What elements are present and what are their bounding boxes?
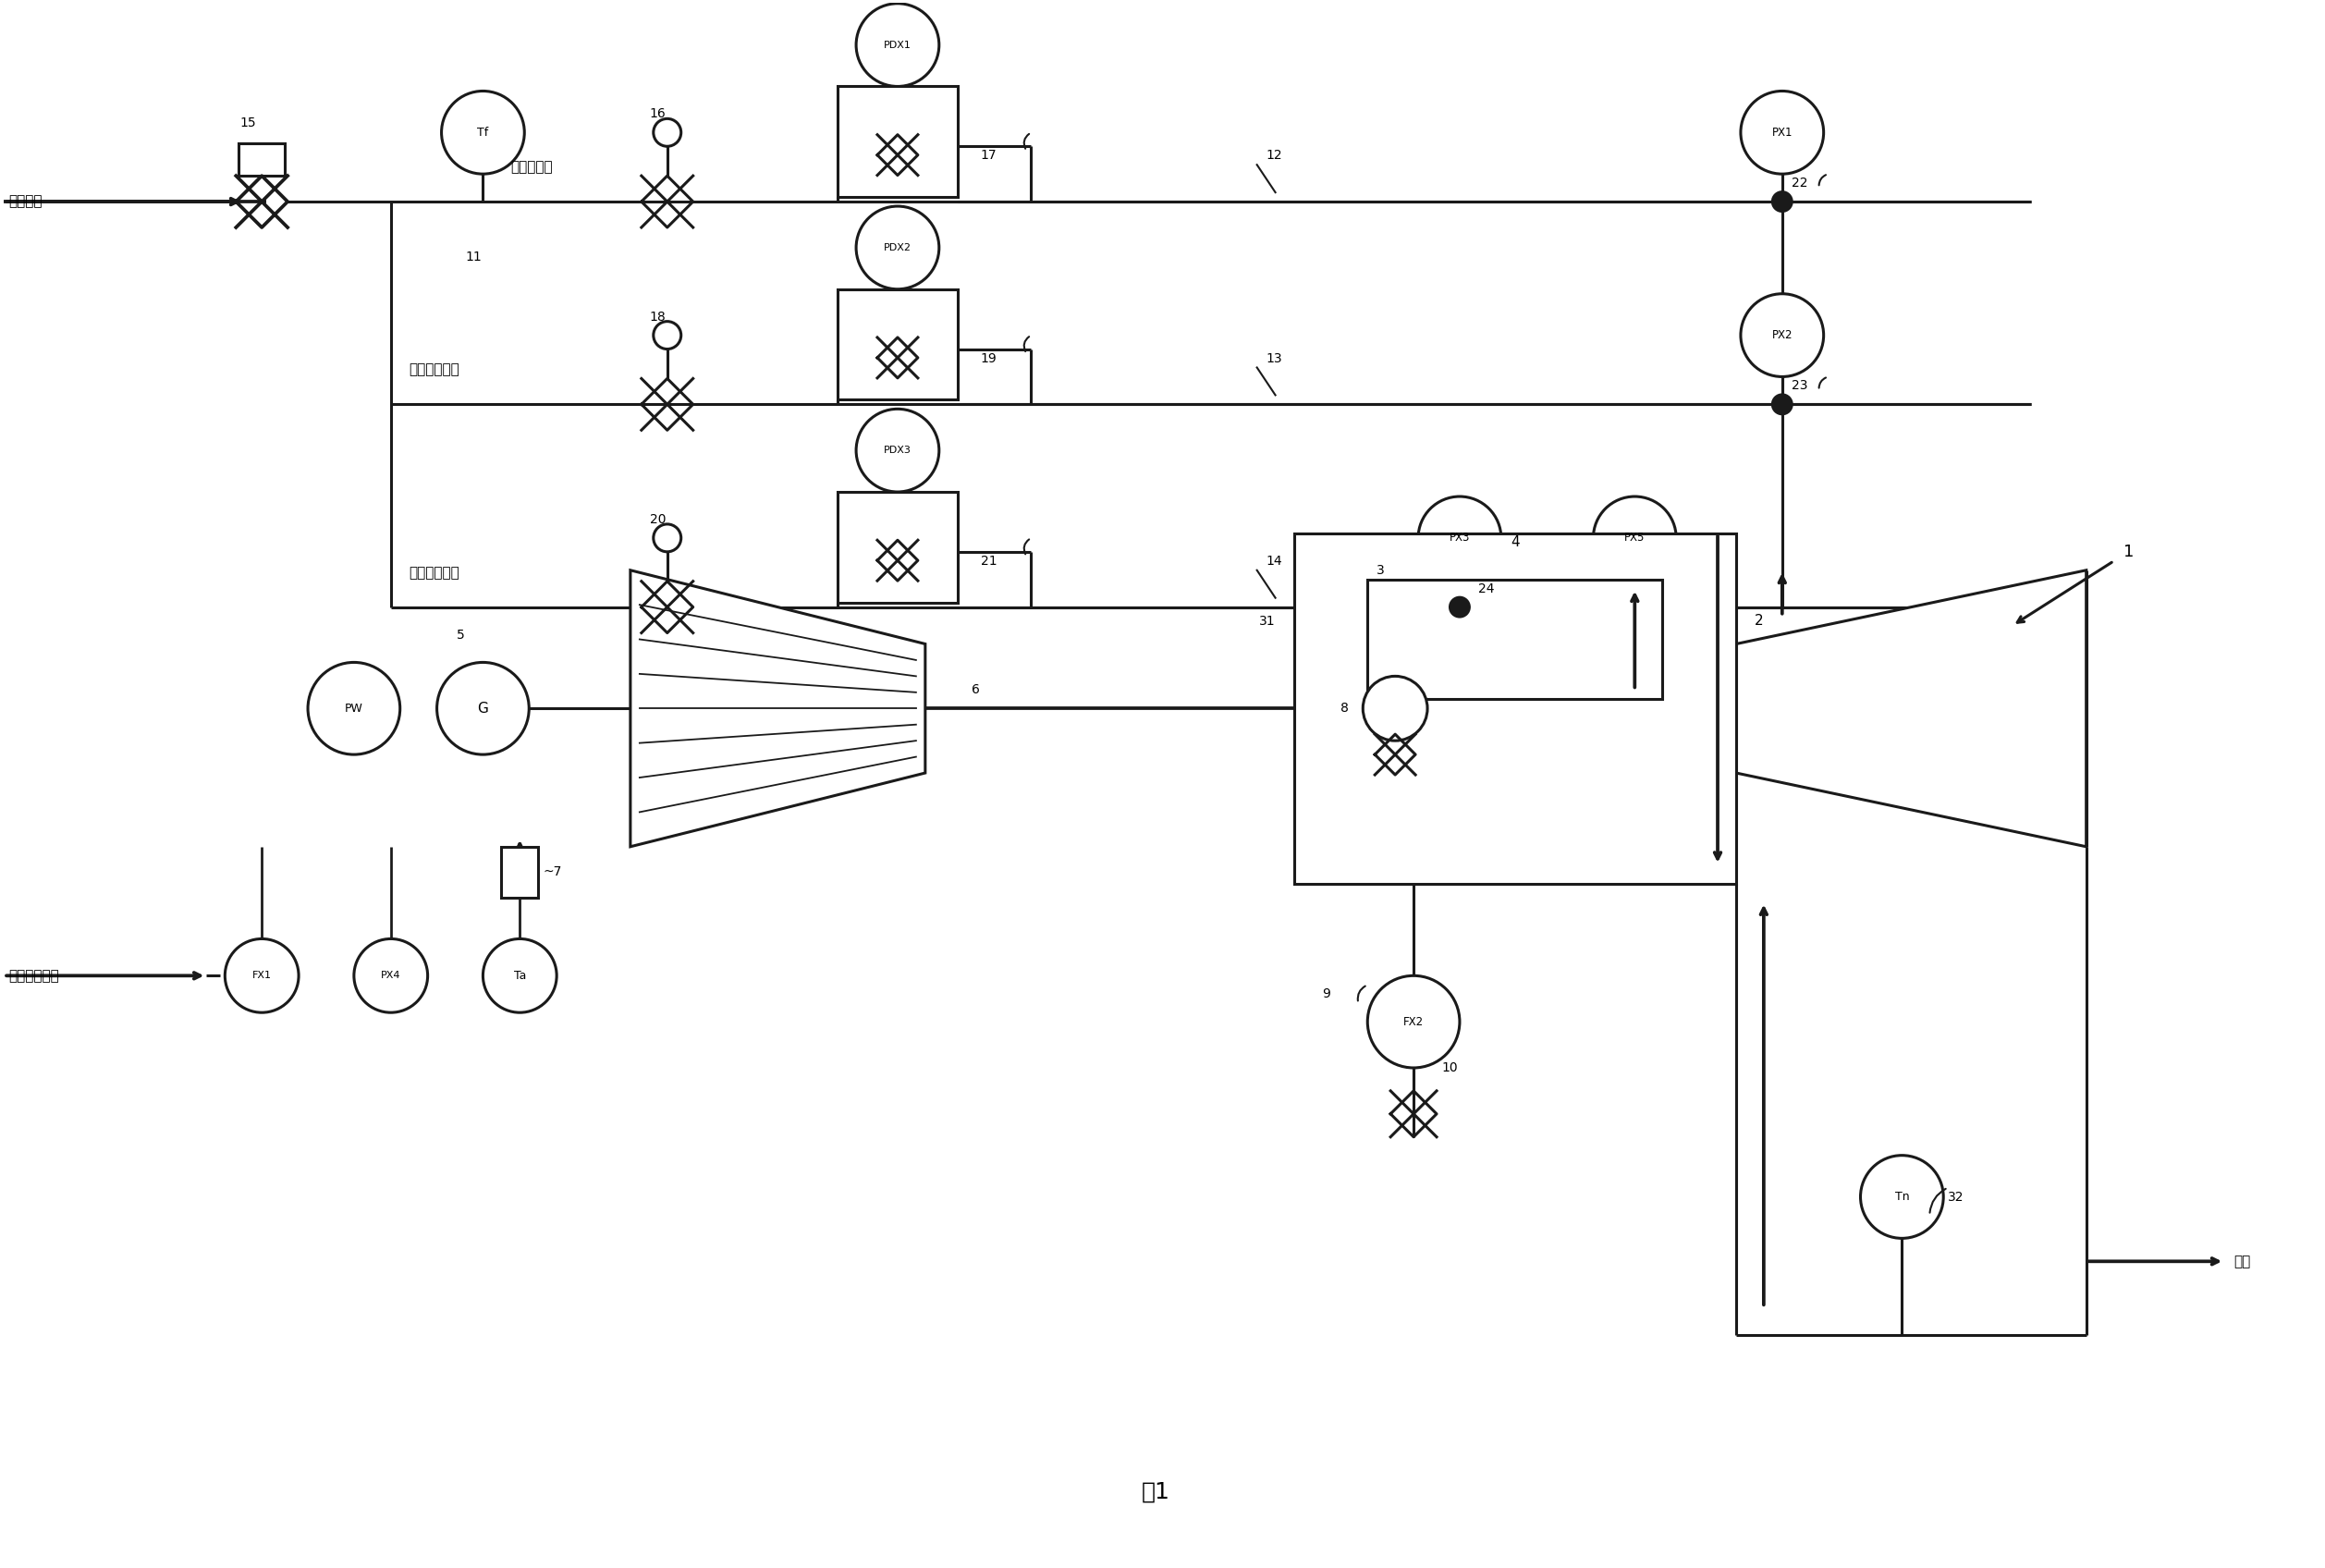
Text: PDX3: PDX3 — [884, 445, 911, 455]
Text: PX4: PX4 — [381, 971, 400, 980]
Circle shape — [856, 409, 939, 492]
Bar — [1367, 580, 1662, 699]
Bar — [837, 86, 958, 198]
Circle shape — [484, 939, 556, 1013]
Circle shape — [653, 524, 681, 552]
Text: 9: 9 — [1323, 988, 1330, 1000]
Text: 19: 19 — [981, 351, 997, 365]
Circle shape — [307, 662, 400, 754]
Polygon shape — [1737, 571, 2086, 847]
Text: PX5: PX5 — [1625, 532, 1646, 544]
Bar — [239, 144, 286, 176]
Text: Tn: Tn — [1895, 1190, 1909, 1203]
Circle shape — [1448, 596, 1472, 618]
Circle shape — [856, 3, 939, 86]
Text: 5: 5 — [456, 629, 465, 641]
Circle shape — [1772, 394, 1793, 416]
Circle shape — [437, 662, 530, 754]
Bar — [502, 847, 537, 897]
Circle shape — [442, 91, 525, 174]
Text: 顶环燃料气体: 顶环燃料气体 — [409, 566, 460, 580]
Text: 14: 14 — [1267, 555, 1283, 568]
Text: 排气: 排气 — [2234, 1254, 2251, 1269]
Text: 3: 3 — [1376, 564, 1386, 577]
Text: 引燃燃料气体: 引燃燃料气体 — [409, 362, 460, 376]
Text: PX3: PX3 — [1448, 532, 1469, 544]
Text: 31: 31 — [1260, 615, 1276, 627]
Text: 10: 10 — [1442, 1062, 1458, 1074]
Circle shape — [1772, 191, 1793, 213]
Text: FX1: FX1 — [251, 971, 272, 980]
Text: 燃料气体: 燃料气体 — [9, 194, 42, 209]
Text: FX2: FX2 — [1404, 1016, 1423, 1027]
Bar — [837, 289, 958, 400]
Text: 13: 13 — [1267, 351, 1283, 365]
Text: ~7: ~7 — [542, 866, 563, 878]
Text: 图1: 图1 — [1142, 1480, 1169, 1502]
Text: PDX1: PDX1 — [884, 41, 911, 50]
Text: 18: 18 — [649, 310, 667, 323]
Text: G: G — [477, 701, 488, 715]
Text: 12: 12 — [1267, 149, 1283, 162]
Circle shape — [856, 207, 939, 289]
Text: 24: 24 — [1479, 582, 1495, 596]
Circle shape — [226, 939, 298, 1013]
Bar — [1293, 533, 1737, 883]
Text: PDX2: PDX2 — [884, 243, 911, 252]
Circle shape — [1418, 497, 1502, 580]
Text: PX1: PX1 — [1772, 127, 1793, 138]
Text: 22: 22 — [1790, 177, 1807, 190]
Circle shape — [653, 321, 681, 350]
Text: 11: 11 — [465, 251, 481, 263]
Text: 4: 4 — [1511, 536, 1521, 549]
Text: 吸气（大气）: 吸气（大气） — [9, 969, 58, 983]
Polygon shape — [630, 571, 925, 847]
Circle shape — [1860, 1156, 1944, 1239]
Circle shape — [1741, 91, 1823, 174]
Text: 17: 17 — [981, 149, 997, 162]
Circle shape — [1362, 676, 1428, 740]
Text: 16: 16 — [649, 108, 667, 121]
Text: Tf: Tf — [477, 127, 488, 138]
Circle shape — [653, 119, 681, 146]
Text: 21: 21 — [981, 555, 997, 568]
Text: 8: 8 — [1342, 702, 1348, 715]
Text: PX2: PX2 — [1772, 329, 1793, 342]
Text: 15: 15 — [239, 116, 256, 130]
Text: Ta: Ta — [514, 969, 525, 982]
Text: 1: 1 — [2123, 544, 2134, 560]
Text: 32: 32 — [1948, 1190, 1965, 1203]
Bar — [837, 492, 958, 602]
Text: 2: 2 — [1755, 615, 1762, 627]
Text: PW: PW — [344, 702, 363, 715]
Circle shape — [1741, 293, 1823, 376]
Circle shape — [1593, 497, 1676, 580]
Text: 20: 20 — [651, 513, 665, 525]
Circle shape — [353, 939, 428, 1013]
Circle shape — [1367, 975, 1460, 1068]
Text: 23: 23 — [1790, 379, 1807, 392]
Text: 主燃料气体: 主燃料气体 — [512, 160, 553, 174]
Text: 6: 6 — [972, 684, 979, 696]
